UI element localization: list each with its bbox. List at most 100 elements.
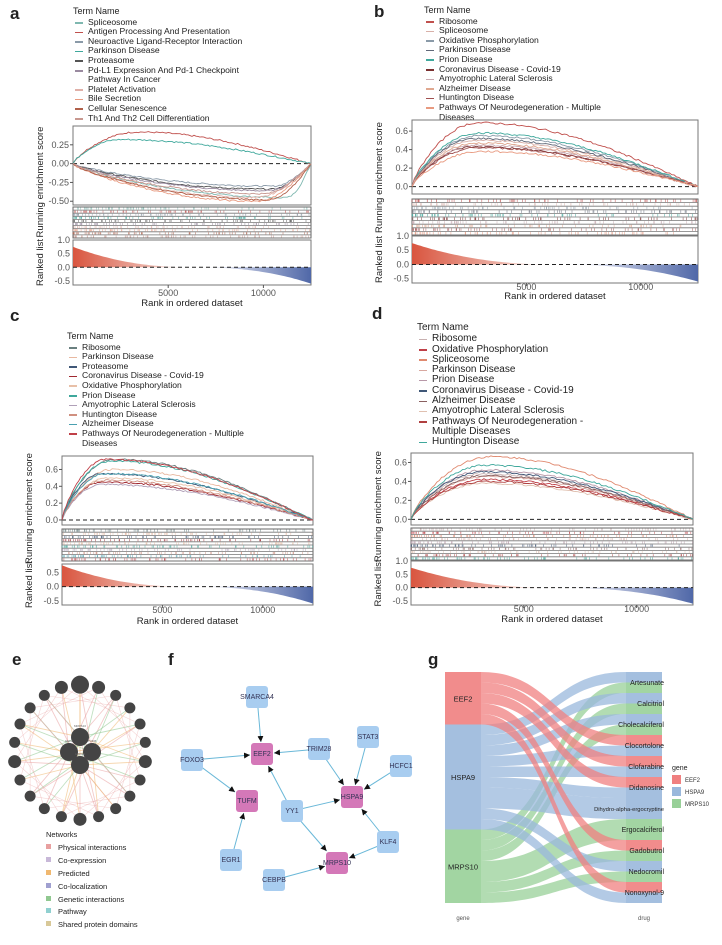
legend-label: Pathways Of Neurodegeneration - Multiple… xyxy=(82,427,244,448)
legend-label: Coronavirus Disease - Covid-19 xyxy=(439,63,561,74)
sankey-flow xyxy=(481,819,626,903)
network-edge xyxy=(44,695,130,709)
legend-item: Spliceosome xyxy=(73,17,253,28)
network-edge xyxy=(79,684,146,743)
legend-swatch xyxy=(426,97,434,100)
network-edge xyxy=(68,751,81,820)
sankey-legend-label: HSPA9 xyxy=(685,790,705,796)
drug-stratum-segment xyxy=(626,871,662,882)
ranked-list-area xyxy=(411,567,693,604)
hit-ticks xyxy=(68,551,309,555)
panel-label-a: a xyxy=(10,4,20,23)
hit-ticks xyxy=(72,216,303,219)
drug-stratum-label: Didanosine xyxy=(629,785,664,792)
legend-item: Parkinson Disease xyxy=(67,352,247,362)
network-edge xyxy=(43,751,70,809)
target-gene-node: EEF2 xyxy=(251,743,273,765)
hit-ticks xyxy=(62,548,306,551)
y-axis-title: Running enrichment score xyxy=(374,122,385,233)
sankey-legend-swatch xyxy=(672,787,681,796)
network-edge xyxy=(44,795,130,809)
hit-ticks xyxy=(63,539,311,542)
legend-swatch xyxy=(75,118,83,120)
legend-swatch xyxy=(46,843,51,849)
hit-ticks xyxy=(63,532,313,535)
network-edge xyxy=(79,741,146,766)
network-edge xyxy=(79,764,117,809)
hit-ticks xyxy=(412,528,690,531)
legend-label: Prion Disease xyxy=(82,389,136,400)
network-edge xyxy=(79,764,100,817)
legend-swatch xyxy=(69,395,77,397)
es-curve xyxy=(410,470,694,520)
drug-stratum-segment xyxy=(626,693,662,704)
network-edge xyxy=(43,764,81,809)
legend-swatch xyxy=(75,108,83,110)
network-edge xyxy=(19,764,81,781)
legend-swatch xyxy=(69,414,77,416)
network-edge xyxy=(91,751,131,797)
network-edge xyxy=(61,779,141,817)
legend-label: Ribosome xyxy=(82,341,121,352)
sankey-legend-label: MRPS10 xyxy=(685,802,710,808)
es-frame xyxy=(72,125,312,206)
es-curve xyxy=(411,146,699,188)
es-frame xyxy=(61,455,314,526)
tf-node: TRIM28 xyxy=(307,738,331,760)
network-legend-item: Pathway xyxy=(46,906,138,919)
legend-item: Oxidative Phosphorylation xyxy=(424,35,604,46)
legend-swatch xyxy=(75,31,83,34)
y-axis-title: Running enrichment score xyxy=(373,451,384,562)
hit-ticks xyxy=(72,223,309,226)
es-curve xyxy=(411,137,699,188)
legend-label: Parkinson Disease xyxy=(432,364,516,376)
legend-swatch xyxy=(46,882,51,888)
es-curve xyxy=(410,474,694,520)
legend-item: Bile Secretion xyxy=(73,94,253,104)
legend-label: Th1 And Th2 Cell Differentiation xyxy=(88,112,210,123)
legend-item: Amyotrophic Lateral Sclerosis xyxy=(417,406,617,416)
ranked-axis-title: Ranked list xyxy=(373,559,384,606)
legend-swatch xyxy=(419,338,427,341)
network-edge xyxy=(79,723,141,738)
legend-label: Alzheimer Disease xyxy=(82,418,154,429)
legend-swatch xyxy=(69,356,77,359)
tf-node: SMARCA4 xyxy=(240,686,274,708)
hit-ticks xyxy=(411,534,684,538)
x-axis-title: Rank in ordered dataset xyxy=(137,616,239,627)
legend-swatch xyxy=(426,78,434,81)
gene-stratum-label: MRPS10 xyxy=(448,862,478,871)
legend-label: Coronavirus Disease - Covid-19 xyxy=(432,384,574,396)
legend-label: Parkinson Disease xyxy=(88,45,160,56)
legend-label: Amyotrophic Lateral Sclerosis xyxy=(432,405,565,417)
network-edge xyxy=(79,736,100,817)
drug-stratum-segment xyxy=(626,840,662,851)
legend-label: Prion Disease xyxy=(439,53,493,64)
x-tick-label: 5000 xyxy=(158,288,178,298)
rl-tick-label: -0.5 xyxy=(392,596,408,606)
sankey-flow xyxy=(481,871,626,903)
drug-stratum-segment xyxy=(626,714,662,725)
legend-title: Term Name xyxy=(417,322,469,333)
hit-ticks xyxy=(411,557,692,560)
tf-node: CEBPB xyxy=(262,869,286,891)
legend-label: Neuroactive Ligand-Receptor Interaction xyxy=(88,35,243,46)
rl-tick-label: 1.0 xyxy=(395,556,408,566)
legend-swatch xyxy=(69,433,77,435)
legend-swatch xyxy=(419,359,427,361)
es-tick-label: 0.6 xyxy=(394,457,407,467)
network-legend-label: Pathway xyxy=(58,907,87,917)
legend-label: Huntington Disease xyxy=(432,436,520,448)
drug-stratum-segment xyxy=(626,724,662,735)
legend-label: Oxidative Phosphorylation xyxy=(432,343,549,355)
drug-stratum-label: Cholecalciferol xyxy=(618,722,664,729)
network-node xyxy=(93,811,105,823)
es-curve xyxy=(61,481,313,521)
drug-stratum-segment xyxy=(626,798,662,819)
sankey-flow xyxy=(481,703,626,851)
legend-label: Pd-L1 Expression And Pd-1 Checkpoint Pat… xyxy=(88,64,239,85)
legend-swatch xyxy=(75,70,83,72)
legend-item: Ribosome xyxy=(67,341,247,353)
hit-ticks xyxy=(411,213,693,217)
hit-ticks xyxy=(73,226,308,229)
